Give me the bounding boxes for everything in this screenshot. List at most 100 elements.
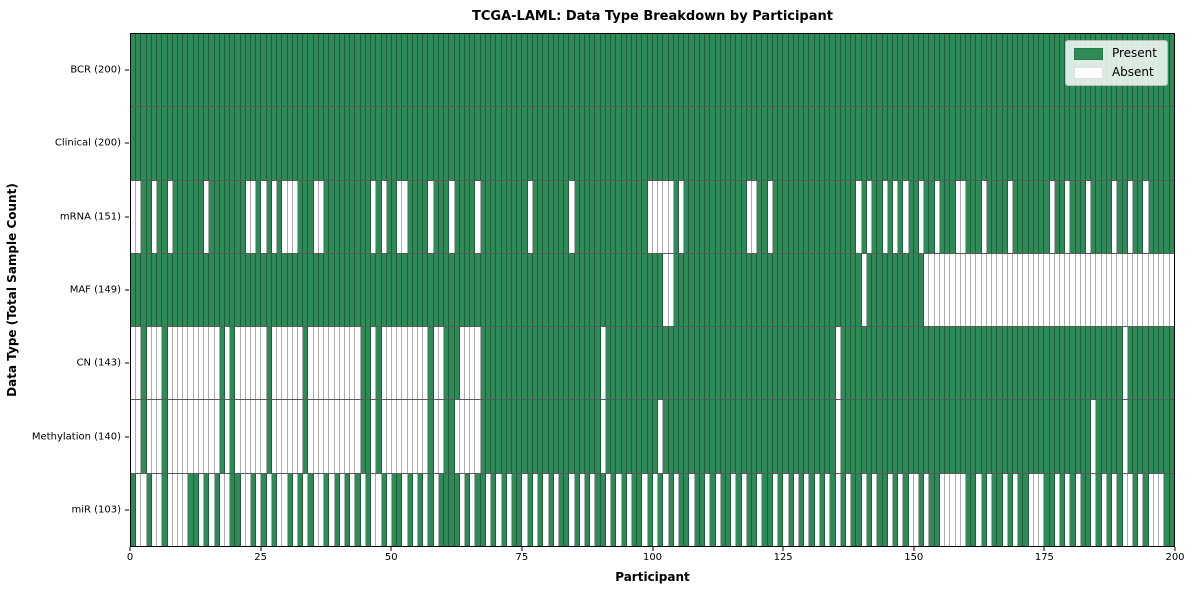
heatmap-cell xyxy=(1054,473,1060,546)
heatmap-cell xyxy=(470,473,476,546)
heatmap-cell xyxy=(193,400,199,473)
heatmap-cell xyxy=(825,473,831,546)
heatmap-cell xyxy=(167,400,173,473)
heatmap-cell xyxy=(845,34,852,107)
heatmap-cell xyxy=(381,107,387,180)
heatmap-cell xyxy=(465,400,471,473)
heatmap-cell xyxy=(491,473,497,546)
heatmap-cell xyxy=(913,473,920,546)
heatmap-cell xyxy=(1169,400,1174,473)
heatmap-cell xyxy=(939,107,946,180)
heatmap-cell xyxy=(887,253,893,327)
heatmap-cell xyxy=(1012,34,1019,107)
heatmap-cell xyxy=(919,180,925,253)
heatmap-cell xyxy=(433,400,439,473)
heatmap-cell xyxy=(574,107,580,180)
heatmap-cell xyxy=(157,253,163,327)
heatmap-cell xyxy=(668,473,674,546)
heatmap-cell xyxy=(151,400,158,473)
heatmap-cell xyxy=(788,34,794,107)
heatmap-cell xyxy=(752,34,758,107)
heatmap-cell xyxy=(762,253,768,327)
heatmap-cell xyxy=(527,107,533,180)
heatmap-cell xyxy=(590,180,596,253)
heatmap-cell xyxy=(371,400,377,473)
heatmap-cell xyxy=(1033,473,1040,546)
heatmap-cell xyxy=(298,180,304,253)
heatmap-cell xyxy=(814,253,820,327)
heatmap-cell xyxy=(371,253,377,327)
heatmap-cell xyxy=(1117,327,1123,400)
x-tick-mark xyxy=(913,547,915,551)
heatmap-cell xyxy=(1122,180,1128,253)
heatmap-cell xyxy=(277,107,283,180)
heatmap-cell xyxy=(230,327,236,400)
heatmap-cell xyxy=(788,253,794,327)
heatmap-cell xyxy=(1059,107,1066,180)
x-tick-mark xyxy=(782,547,784,551)
heatmap-cell xyxy=(663,473,669,546)
heatmap-cell xyxy=(350,34,356,107)
heatmap-cell xyxy=(470,400,476,473)
heatmap-cell xyxy=(1012,473,1019,546)
heatmap-cell xyxy=(851,107,857,180)
heatmap-cell xyxy=(992,180,998,253)
heatmap-cell xyxy=(986,400,993,473)
heatmap-cell xyxy=(757,473,763,546)
heatmap-cell xyxy=(224,107,231,180)
heatmap-cell xyxy=(188,253,194,327)
heatmap-cell xyxy=(511,400,518,473)
heatmap-cell xyxy=(845,180,852,253)
heatmap-cell xyxy=(762,473,768,546)
heatmap-cell xyxy=(950,327,956,400)
heatmap-cell xyxy=(334,107,340,180)
heatmap-cell xyxy=(736,473,742,546)
heatmap-cell xyxy=(517,180,523,253)
heatmap-cell xyxy=(136,253,142,327)
heatmap-cell xyxy=(308,107,314,180)
heatmap-cell xyxy=(381,180,387,253)
heatmap-cell xyxy=(574,327,580,400)
heatmap-cell xyxy=(1039,473,1045,546)
heatmap-cell xyxy=(590,400,596,473)
heatmap-cell xyxy=(245,400,252,473)
heatmap-cell xyxy=(1112,253,1118,327)
heatmap-cell xyxy=(292,400,298,473)
heatmap-cell xyxy=(778,400,784,473)
heatmap-cell xyxy=(1018,253,1024,327)
heatmap-cell xyxy=(772,180,779,253)
heatmap-cell xyxy=(971,253,977,327)
y-tick-label: CN (143) xyxy=(76,357,121,369)
heatmap-cell xyxy=(903,473,909,546)
heatmap-cell xyxy=(1028,34,1034,107)
heatmap-cell xyxy=(992,400,998,473)
heatmap-cell xyxy=(298,107,304,180)
heatmap-cell xyxy=(397,473,403,546)
heatmap-cell xyxy=(360,34,366,107)
heatmap-cell xyxy=(720,253,726,327)
heatmap-cell xyxy=(1028,473,1034,546)
heatmap-cell xyxy=(955,180,961,253)
heatmap-cell xyxy=(1164,107,1170,180)
heatmap-cell xyxy=(193,327,199,400)
heatmap-cell xyxy=(762,34,768,107)
heatmap-cell xyxy=(324,180,330,253)
heatmap-cell xyxy=(783,400,789,473)
heatmap-cell xyxy=(157,107,163,180)
heatmap-cell xyxy=(1122,327,1128,400)
heatmap-cell xyxy=(491,180,497,253)
heatmap-cell xyxy=(418,107,424,180)
heatmap-cell xyxy=(360,107,366,180)
heatmap-cell xyxy=(418,180,424,253)
heatmap-cell xyxy=(605,107,612,180)
heatmap-cell xyxy=(1054,400,1060,473)
heatmap-cell xyxy=(204,180,210,253)
heatmap-cell xyxy=(741,327,747,400)
heatmap-cell xyxy=(235,473,241,546)
heatmap-cell xyxy=(1075,473,1081,546)
heatmap-cell xyxy=(673,253,679,327)
heatmap-cell xyxy=(449,327,455,400)
heatmap-cell xyxy=(658,253,664,327)
heatmap-cell xyxy=(1002,253,1008,327)
heatmap-cell xyxy=(825,327,831,400)
